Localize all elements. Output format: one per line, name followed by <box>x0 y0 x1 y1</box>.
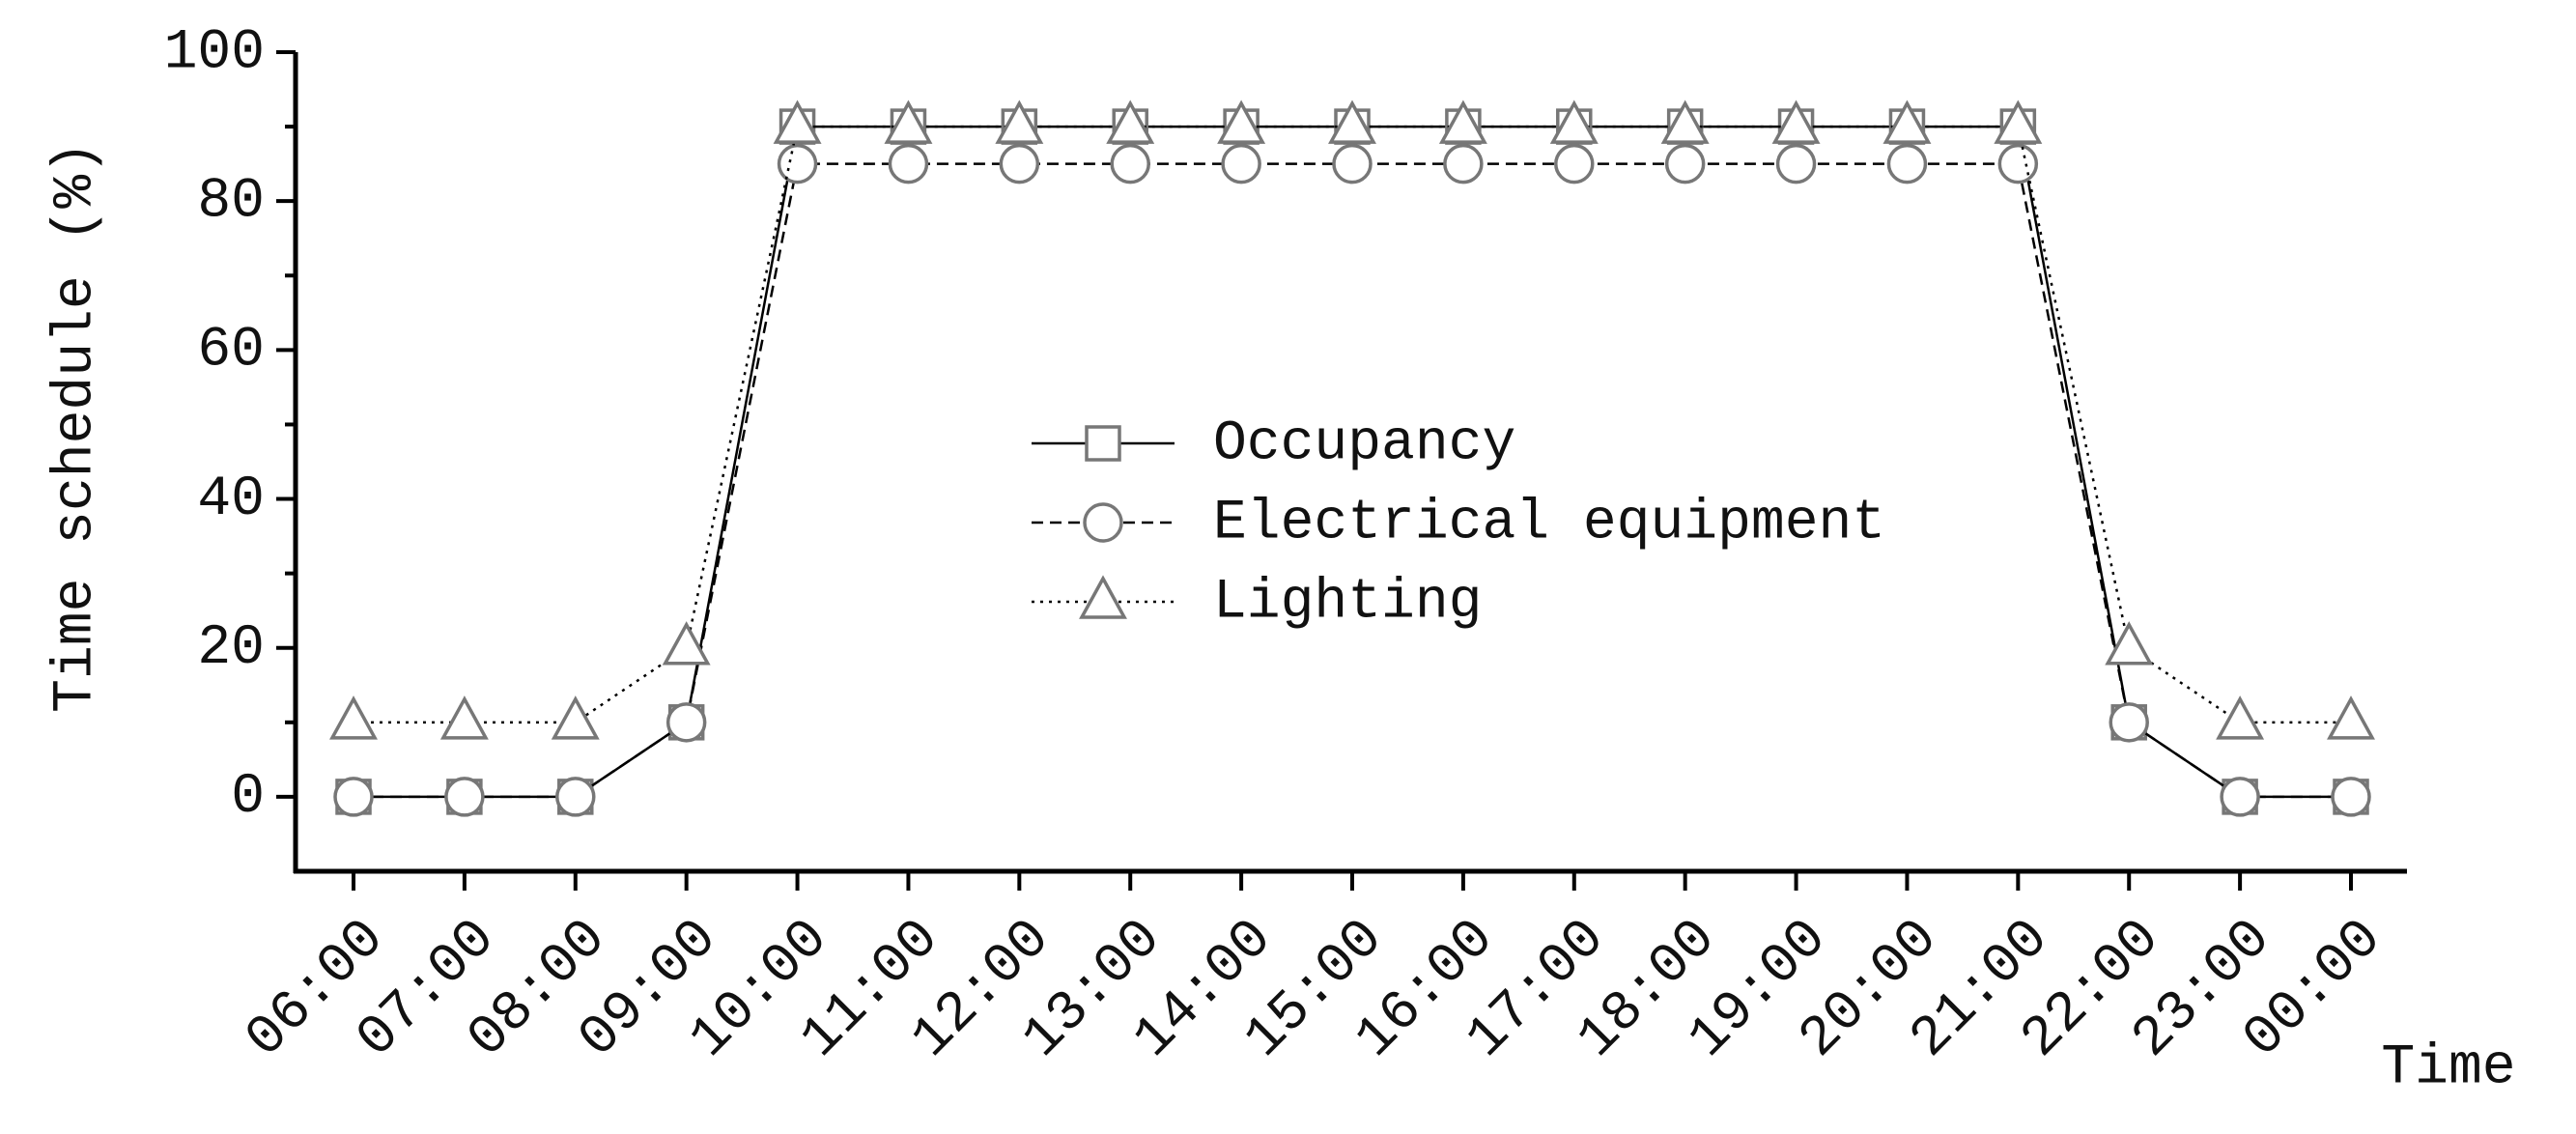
data-point <box>439 695 489 740</box>
y-axis-label: Time schedule (%) <box>44 141 107 713</box>
data-point <box>1443 143 1484 184</box>
data-point <box>2216 695 2265 740</box>
x-axis-label: Time <box>2381 1036 2515 1099</box>
data-point <box>2331 777 2371 817</box>
legend-label: Electrical equipment <box>1213 492 1885 554</box>
data-point <box>773 99 822 144</box>
data-point <box>1997 143 2039 184</box>
y-tick-label: 40 <box>197 468 265 531</box>
data-point <box>2105 621 2154 666</box>
data-point <box>1110 143 1150 184</box>
data-point <box>333 777 374 817</box>
legend-marker <box>1083 502 1123 543</box>
data-point <box>1554 143 1595 184</box>
y-tick-label: 0 <box>231 766 265 829</box>
data-point <box>1994 99 2043 144</box>
legend-marker <box>1079 575 1127 619</box>
data-point <box>555 777 596 817</box>
data-point <box>777 143 818 184</box>
y-tick-label: 100 <box>164 21 265 84</box>
data-point <box>1549 99 1599 144</box>
data-point <box>1886 143 1928 184</box>
data-point <box>1660 99 1710 144</box>
data-point <box>888 143 929 184</box>
data-point <box>999 143 1040 184</box>
data-point <box>444 777 485 817</box>
legend-marker <box>1085 425 1121 462</box>
data-point <box>1221 143 1261 184</box>
y-tick-label: 20 <box>197 617 265 680</box>
data-point <box>2220 777 2260 817</box>
data-point <box>662 621 711 666</box>
legend-label: Occupancy <box>1213 412 1515 475</box>
data-point <box>1217 99 1266 144</box>
data-point <box>329 695 378 740</box>
data-point <box>1664 143 1706 184</box>
data-point <box>995 99 1044 144</box>
data-point <box>1771 99 1821 144</box>
data-point <box>2109 702 2149 743</box>
data-point <box>1882 99 1932 144</box>
legend-label: Lighting <box>1213 571 1482 634</box>
data-point <box>1438 99 1487 144</box>
data-point <box>1328 99 1376 144</box>
data-point <box>884 99 933 144</box>
data-point <box>2327 695 2375 740</box>
data-point <box>551 695 600 740</box>
data-point <box>665 702 707 743</box>
data-point <box>1775 143 1817 184</box>
series-line <box>354 162 2351 799</box>
data-point <box>1106 99 1155 144</box>
y-tick-label: 60 <box>197 320 265 383</box>
y-tick-label: 80 <box>197 171 265 234</box>
data-point <box>1332 143 1373 184</box>
